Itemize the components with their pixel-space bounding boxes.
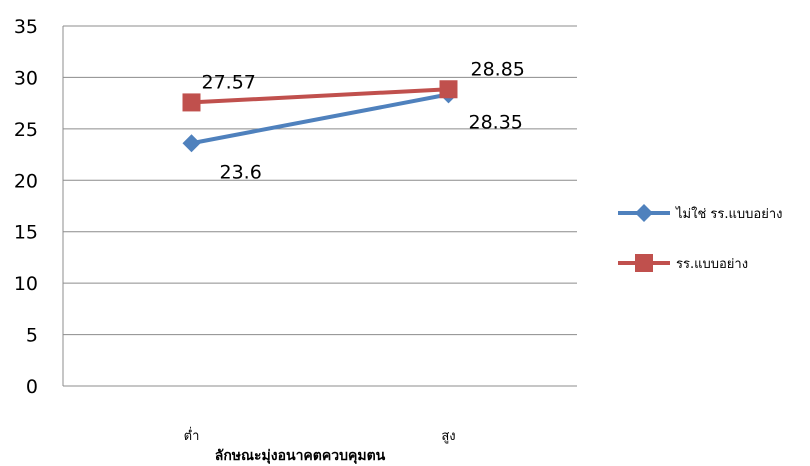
- data-labels: 23.6 28.35 27.57 28.85: [202, 58, 525, 183]
- gridlines: [63, 25, 577, 336]
- data-label: 28.35: [469, 111, 523, 133]
- legend-item-1: รร.แบบอย่าง: [618, 254, 748, 272]
- data-point-marker: [182, 134, 201, 153]
- series-1: [182, 80, 458, 112]
- legend-label: รร.แบบอย่าง: [676, 257, 748, 272]
- y-tick-labels: 0 5 10 15 20 25 30 35: [14, 16, 38, 398]
- x-tick-labels: ต่ำ สูง: [184, 427, 456, 444]
- legend-marker: [635, 204, 653, 222]
- x-tick-label: ต่ำ: [184, 427, 200, 444]
- legend-label: ไม่ใช่ รร.แบบอย่าง: [675, 206, 782, 222]
- y-tick-label: 25: [14, 119, 38, 141]
- data-label: 28.85: [471, 58, 525, 80]
- legend-marker: [635, 254, 653, 272]
- axes: [62, 26, 577, 387]
- y-tick-label: 10: [14, 273, 38, 295]
- x-tick-label: สูง: [441, 429, 455, 444]
- y-tick-label: 20: [14, 170, 38, 192]
- series-line: [191, 87, 449, 105]
- data-label: 27.57: [202, 71, 256, 93]
- data-label: 23.6: [220, 161, 262, 183]
- y-tick-label: 35: [14, 16, 38, 38]
- data-point-marker: [439, 80, 458, 99]
- legend-item-0: ไม่ใช่ รร.แบบอย่าง: [618, 204, 782, 222]
- series-group: [182, 80, 458, 153]
- y-tick-label: 5: [26, 325, 38, 347]
- data-point-marker: [182, 93, 201, 112]
- x-axis-label: ลักษณะมุ่งอนาคตควบคุมตน: [215, 448, 386, 464]
- series-line: [191, 92, 449, 146]
- y-tick-label: 0: [26, 376, 38, 398]
- y-tick-label: 15: [14, 222, 38, 244]
- y-tick-label: 30: [14, 67, 38, 89]
